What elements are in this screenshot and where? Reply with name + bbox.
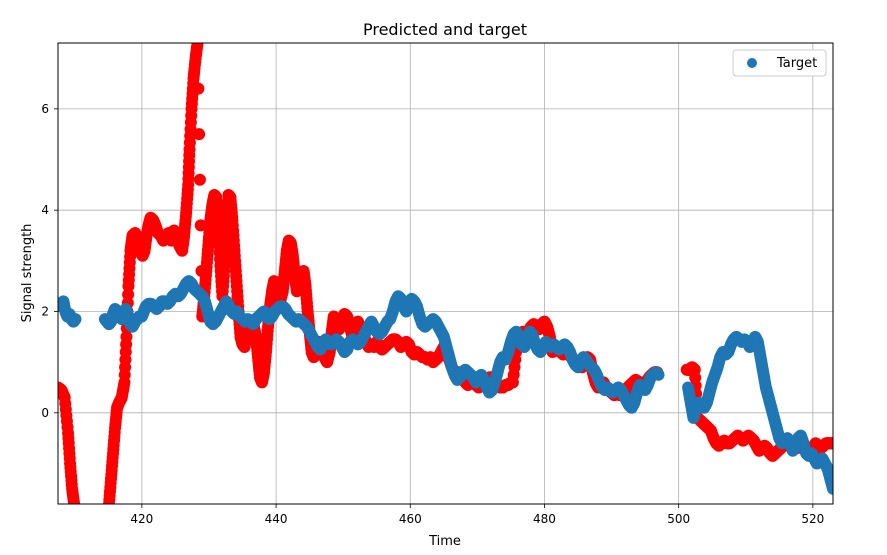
data-point [827, 437, 833, 450]
x-tick-label: 420 [130, 512, 153, 526]
x-tick-label: 440 [265, 512, 288, 526]
y-tick-label: 4 [41, 203, 49, 217]
chart-title: Predicted and target [363, 20, 527, 39]
data-point [122, 288, 135, 301]
target-series [58, 275, 833, 495]
x-axis-label: Time [428, 534, 461, 549]
data-point [191, 43, 204, 49]
legend-marker-target [747, 58, 757, 68]
x-tick-label: 520 [801, 512, 824, 526]
data-point [193, 128, 206, 141]
legend-box [732, 49, 827, 77]
y-tick-label: 2 [41, 304, 49, 318]
y-axis-label: Signal strength [20, 224, 35, 323]
series-layer [58, 43, 833, 504]
data-point [827, 482, 833, 495]
legend: Target [732, 49, 827, 77]
y-tick-label: 6 [41, 102, 49, 116]
data-point [120, 330, 133, 343]
data-point [192, 82, 205, 95]
axes-frame [57, 42, 834, 505]
y-tick-label: 0 [41, 406, 49, 420]
data-point [68, 498, 81, 504]
legend-label-target: Target [776, 56, 817, 71]
data-point [193, 173, 206, 186]
data-point [652, 368, 665, 381]
x-tick-label: 500 [667, 512, 690, 526]
x-tick-label: 480 [533, 512, 556, 526]
data-point [69, 313, 82, 326]
x-tick-label: 460 [399, 512, 422, 526]
ticks: 420 440 460 480 500 520 0 2 4 6 [41, 102, 824, 526]
